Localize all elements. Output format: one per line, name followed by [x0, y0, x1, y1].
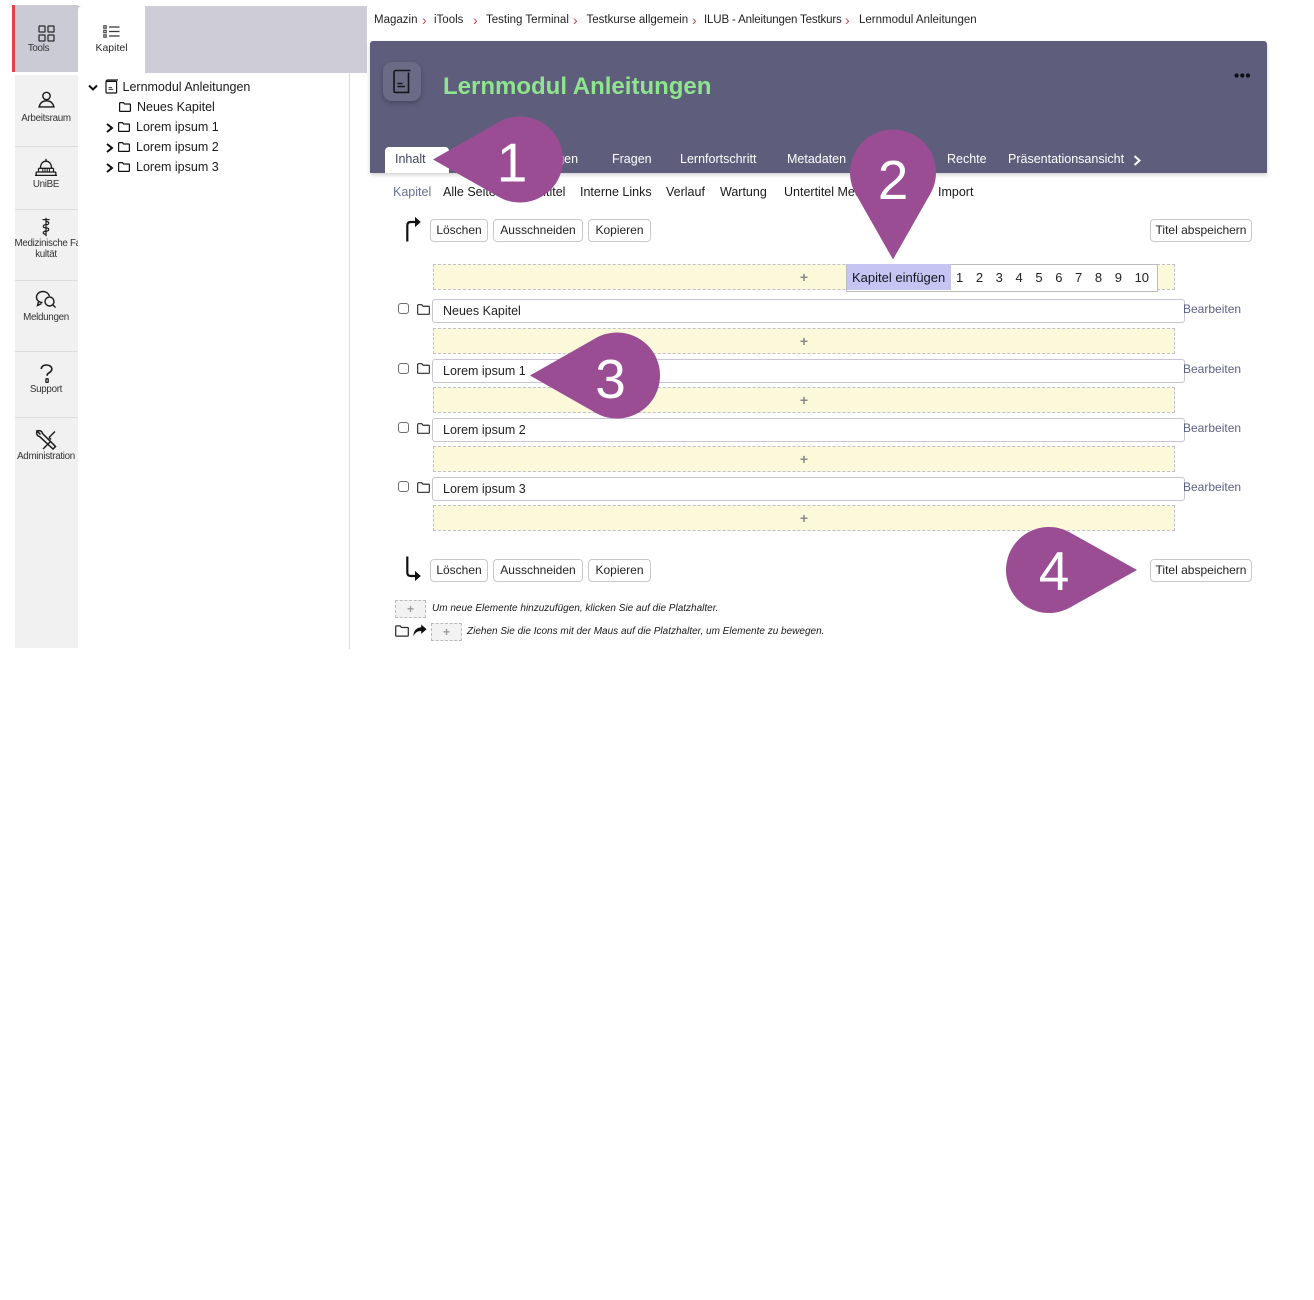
svg-text:4: 4 — [1039, 540, 1070, 602]
svg-text:3: 3 — [595, 348, 626, 410]
svg-text:1: 1 — [497, 132, 528, 194]
svg-text:2: 2 — [878, 149, 909, 211]
